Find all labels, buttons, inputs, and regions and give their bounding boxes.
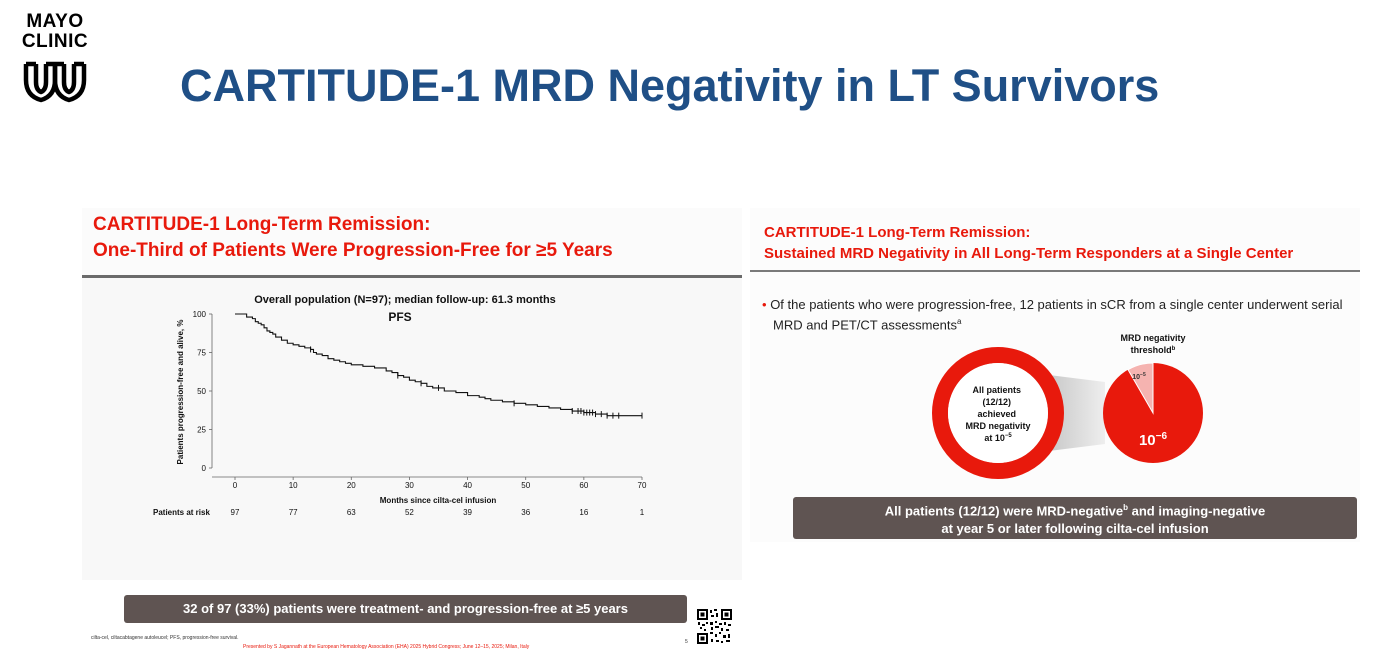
km-chart: Overall population (N=97); median follow… [153,294,647,517]
mrd-callout-line1-b: and imaging-negative [1128,503,1266,519]
mrd-callout-line1: All patients (12/12) were MRD-negativeb … [793,499,1357,519]
x-tick-label: 60 [579,481,588,490]
threshold-label-sup: b [1172,346,1176,352]
mrd-panel-title-line2: Sustained MRD Negativity in All Long-Ter… [764,245,1294,262]
mrd-callout-line1-a: All patients (12/12) were MRD-negative [884,503,1124,519]
risk-count: 1 [640,508,645,517]
risk-count: 36 [521,508,530,517]
x-tick-label: 30 [405,481,414,490]
donut-line1: All patients [972,385,1021,395]
pie-large-label: 10−6 [1139,431,1168,449]
pie-large-exp: −6 [1156,431,1168,442]
pfs-panel-title-line1: CARTITUDE-1 Long-Term Remission: [93,214,431,235]
donut-line4: MRD negativity [965,421,1030,431]
donut-line2: (12/12) [982,397,1011,407]
shields-icon [23,61,87,103]
y-tick-label: 25 [197,426,206,435]
pie-small-exp: −5 [1140,372,1146,378]
threshold-label-line2: thresholdb [1131,345,1176,355]
pfs-panel-title-line2: One-Third of Patients Were Progression-F… [93,240,613,261]
mrd-panel-title-line1: CARTITUDE-1 Long-Term Remission: [764,224,1031,241]
mrd-bullet-text: Of the patients who were progression-fre… [770,297,1343,333]
pfs-curve [235,313,642,417]
logo-word-mayo: MAYO [26,11,84,32]
mrd-graphic: All patients (12/12) achieved MRD negati… [932,333,1203,479]
pie-large-base: 10 [1139,432,1156,449]
risk-count: 63 [347,508,356,517]
km-chart-area: Overall population (N=97); median follow… [82,278,742,650]
x-tick-label: 10 [289,481,298,490]
risk-count: 39 [463,508,472,517]
chart-caption: Overall population (N=97); median follow… [254,294,556,306]
x-tick-label: 50 [521,481,530,490]
mrd-bullet-sup: a [956,317,962,326]
threshold-label-line1: MRD negativity [1120,333,1185,343]
pfs-panel-divider [82,275,742,278]
footnote-presented: Presented by S Jagannath at the European… [243,644,530,650]
donut-caption: All patients (12/12) achieved MRD negati… [965,385,1030,431]
footnote-abbreviations: cilta-cel, ciltacabtagene autoleucel; PF… [91,635,239,641]
x-tick-label: 40 [463,481,472,490]
page-number: 5 [685,639,688,645]
risk-count: 77 [289,508,298,517]
donut-line3: achieved [977,409,1016,419]
donut-last-exp: −5 [1005,433,1013,439]
mrd-callout-sup: b [1123,503,1129,513]
risk-table-label: Patients at risk [153,508,210,517]
pfs-panel: CARTITUDE-1 Long-Term Remission: One-Thi… [82,208,742,650]
risk-count: 97 [231,508,240,517]
x-tick-label: 20 [347,481,356,490]
logo-word-clinic: CLINIC [21,31,89,52]
pie-small-base: 10 [1132,374,1140,381]
mrd-panel-divider [750,270,1360,272]
mrd-panel: CARTITUDE-1 Long-Term Remission: Sustain… [750,208,1360,542]
slide-title: CARTITUDE-1 MRD Negativity in LT Survivo… [180,60,1160,111]
bullet-dot-icon: • [762,297,767,312]
donut-last-line: at 10−5 [984,433,1012,443]
x-axis-label: Months since cilta-cel infusion [380,496,497,505]
mrd-bullet: • Of the patients who were progression-f… [762,296,1357,333]
mrd-donut-ring [932,347,1064,479]
x-tick-label: 0 [233,481,238,490]
y-tick-label: 100 [193,310,207,319]
pie-small-label: 10−5 [1132,372,1146,381]
mrd-callout-line2: at year 5 or later following cilta-cel i… [941,520,1209,536]
y-tick-label: 75 [197,349,206,358]
y-tick-label: 0 [202,464,207,473]
mrd-donut-hole [948,363,1048,463]
threshold-label-text: threshold [1131,345,1172,355]
pie-slice-small [1127,362,1154,415]
y-tick-label: 50 [197,387,206,396]
mrd-callout: All patients (12/12) were MRD-negativeb … [793,497,1357,539]
mayo-clinic-logo: MAYO CLINIC [14,12,96,104]
risk-count: 52 [405,508,414,517]
y-axis-label: Patients progression-free and alive, % [176,320,185,465]
pfs-callout: 32 of 97 (33%) patients were treatment- … [124,595,687,623]
x-tick-label: 70 [638,481,647,490]
chart-series-label: PFS [388,310,411,324]
risk-count: 16 [579,508,588,517]
donut-last-base: at 10 [984,433,1005,443]
